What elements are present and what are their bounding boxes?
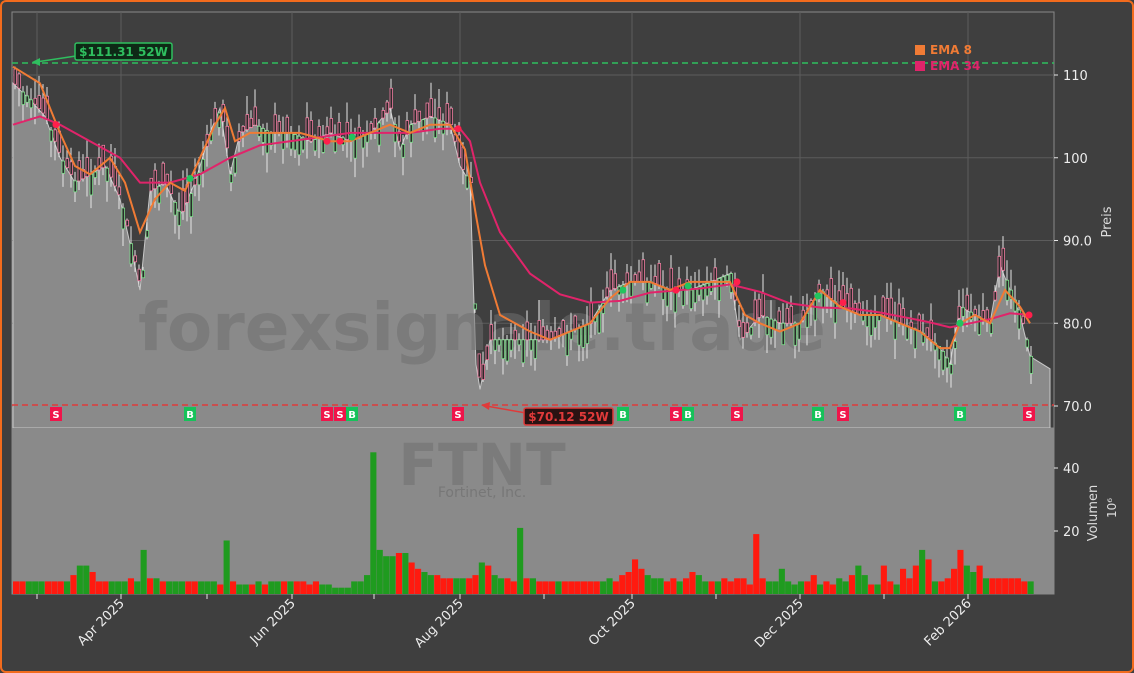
buy-signal: B — [682, 407, 694, 421]
sell-signal: S — [321, 407, 333, 421]
sell-signal: S — [50, 407, 62, 421]
svg-text:S: S — [1025, 410, 1032, 421]
x-tick-label: Feb 2026 — [922, 596, 975, 649]
svg-text:B: B — [186, 410, 194, 421]
price-tick: 90.0 — [1063, 235, 1092, 250]
sell-signal: S — [731, 407, 743, 421]
svg-text:S: S — [454, 410, 461, 421]
price-tick: 70.0 — [1063, 400, 1092, 415]
high-52w-label: $111.31 52W — [79, 45, 168, 59]
price-area — [12, 82, 1054, 594]
low-52w-label: $70.12 52W — [528, 410, 608, 424]
x-tick-label: Oct 2025 — [586, 596, 639, 649]
volume-tick: 20 — [1063, 525, 1080, 540]
legend: EMA 8 EMA 34 — [915, 43, 980, 73]
price-tick: 100 — [1063, 152, 1088, 167]
legend-item: EMA 34 — [915, 59, 980, 73]
svg-text:EMA 8: EMA 8 — [930, 43, 972, 57]
svg-text:B: B — [348, 410, 356, 421]
svg-text:B: B — [684, 410, 692, 421]
sell-signal: S — [334, 407, 346, 421]
volume-tick: 40 — [1063, 462, 1080, 477]
svg-text:S: S — [323, 410, 330, 421]
buy-signal: B — [184, 407, 196, 421]
sell-signal: S — [837, 407, 849, 421]
ema-lines — [12, 65, 1033, 350]
svg-text:FTNT: FTNT — [398, 431, 566, 499]
buy-signal: B — [954, 407, 966, 421]
svg-text:EMA 34: EMA 34 — [930, 59, 980, 73]
buy-signal: B — [346, 407, 358, 421]
x-tick-label: Apr 2025 — [75, 596, 128, 649]
svg-text:Fortinet, Inc.: Fortinet, Inc. — [438, 485, 526, 501]
svg-text:forexsignale.trade: forexsignale.trade — [138, 289, 826, 366]
buy-signal: B — [812, 407, 824, 421]
legend-item: EMA 8 — [915, 43, 972, 57]
volume-unit-label: 10⁶ — [1105, 498, 1119, 518]
svg-text:B: B — [814, 410, 822, 421]
volume-axis-label: Volumen — [1086, 485, 1101, 542]
sell-signal: S — [1023, 407, 1035, 421]
x-tick-label: Jun 2025 — [247, 596, 299, 648]
sell-signal: S — [452, 407, 464, 421]
svg-text:B: B — [956, 410, 964, 421]
buy-signal: B — [617, 407, 629, 421]
x-tick-label: Dec 2025 — [752, 596, 807, 651]
svg-text:S: S — [839, 410, 846, 421]
price-tick: 80.0 — [1063, 317, 1092, 332]
svg-text:S: S — [733, 410, 740, 421]
svg-text:S: S — [672, 410, 679, 421]
svg-text:S: S — [336, 410, 343, 421]
price-tick: 110 — [1063, 69, 1088, 84]
volume-bars — [13, 452, 1034, 595]
sell-signal: S — [670, 407, 682, 421]
svg-text:S: S — [52, 410, 59, 421]
svg-text:B: B — [619, 410, 627, 421]
price-axis-label: Preis — [1100, 206, 1115, 237]
x-tick-label: Aug 2025 — [412, 596, 467, 651]
52w-levels: $111.31 52W $70.12 52W — [12, 42, 1054, 426]
